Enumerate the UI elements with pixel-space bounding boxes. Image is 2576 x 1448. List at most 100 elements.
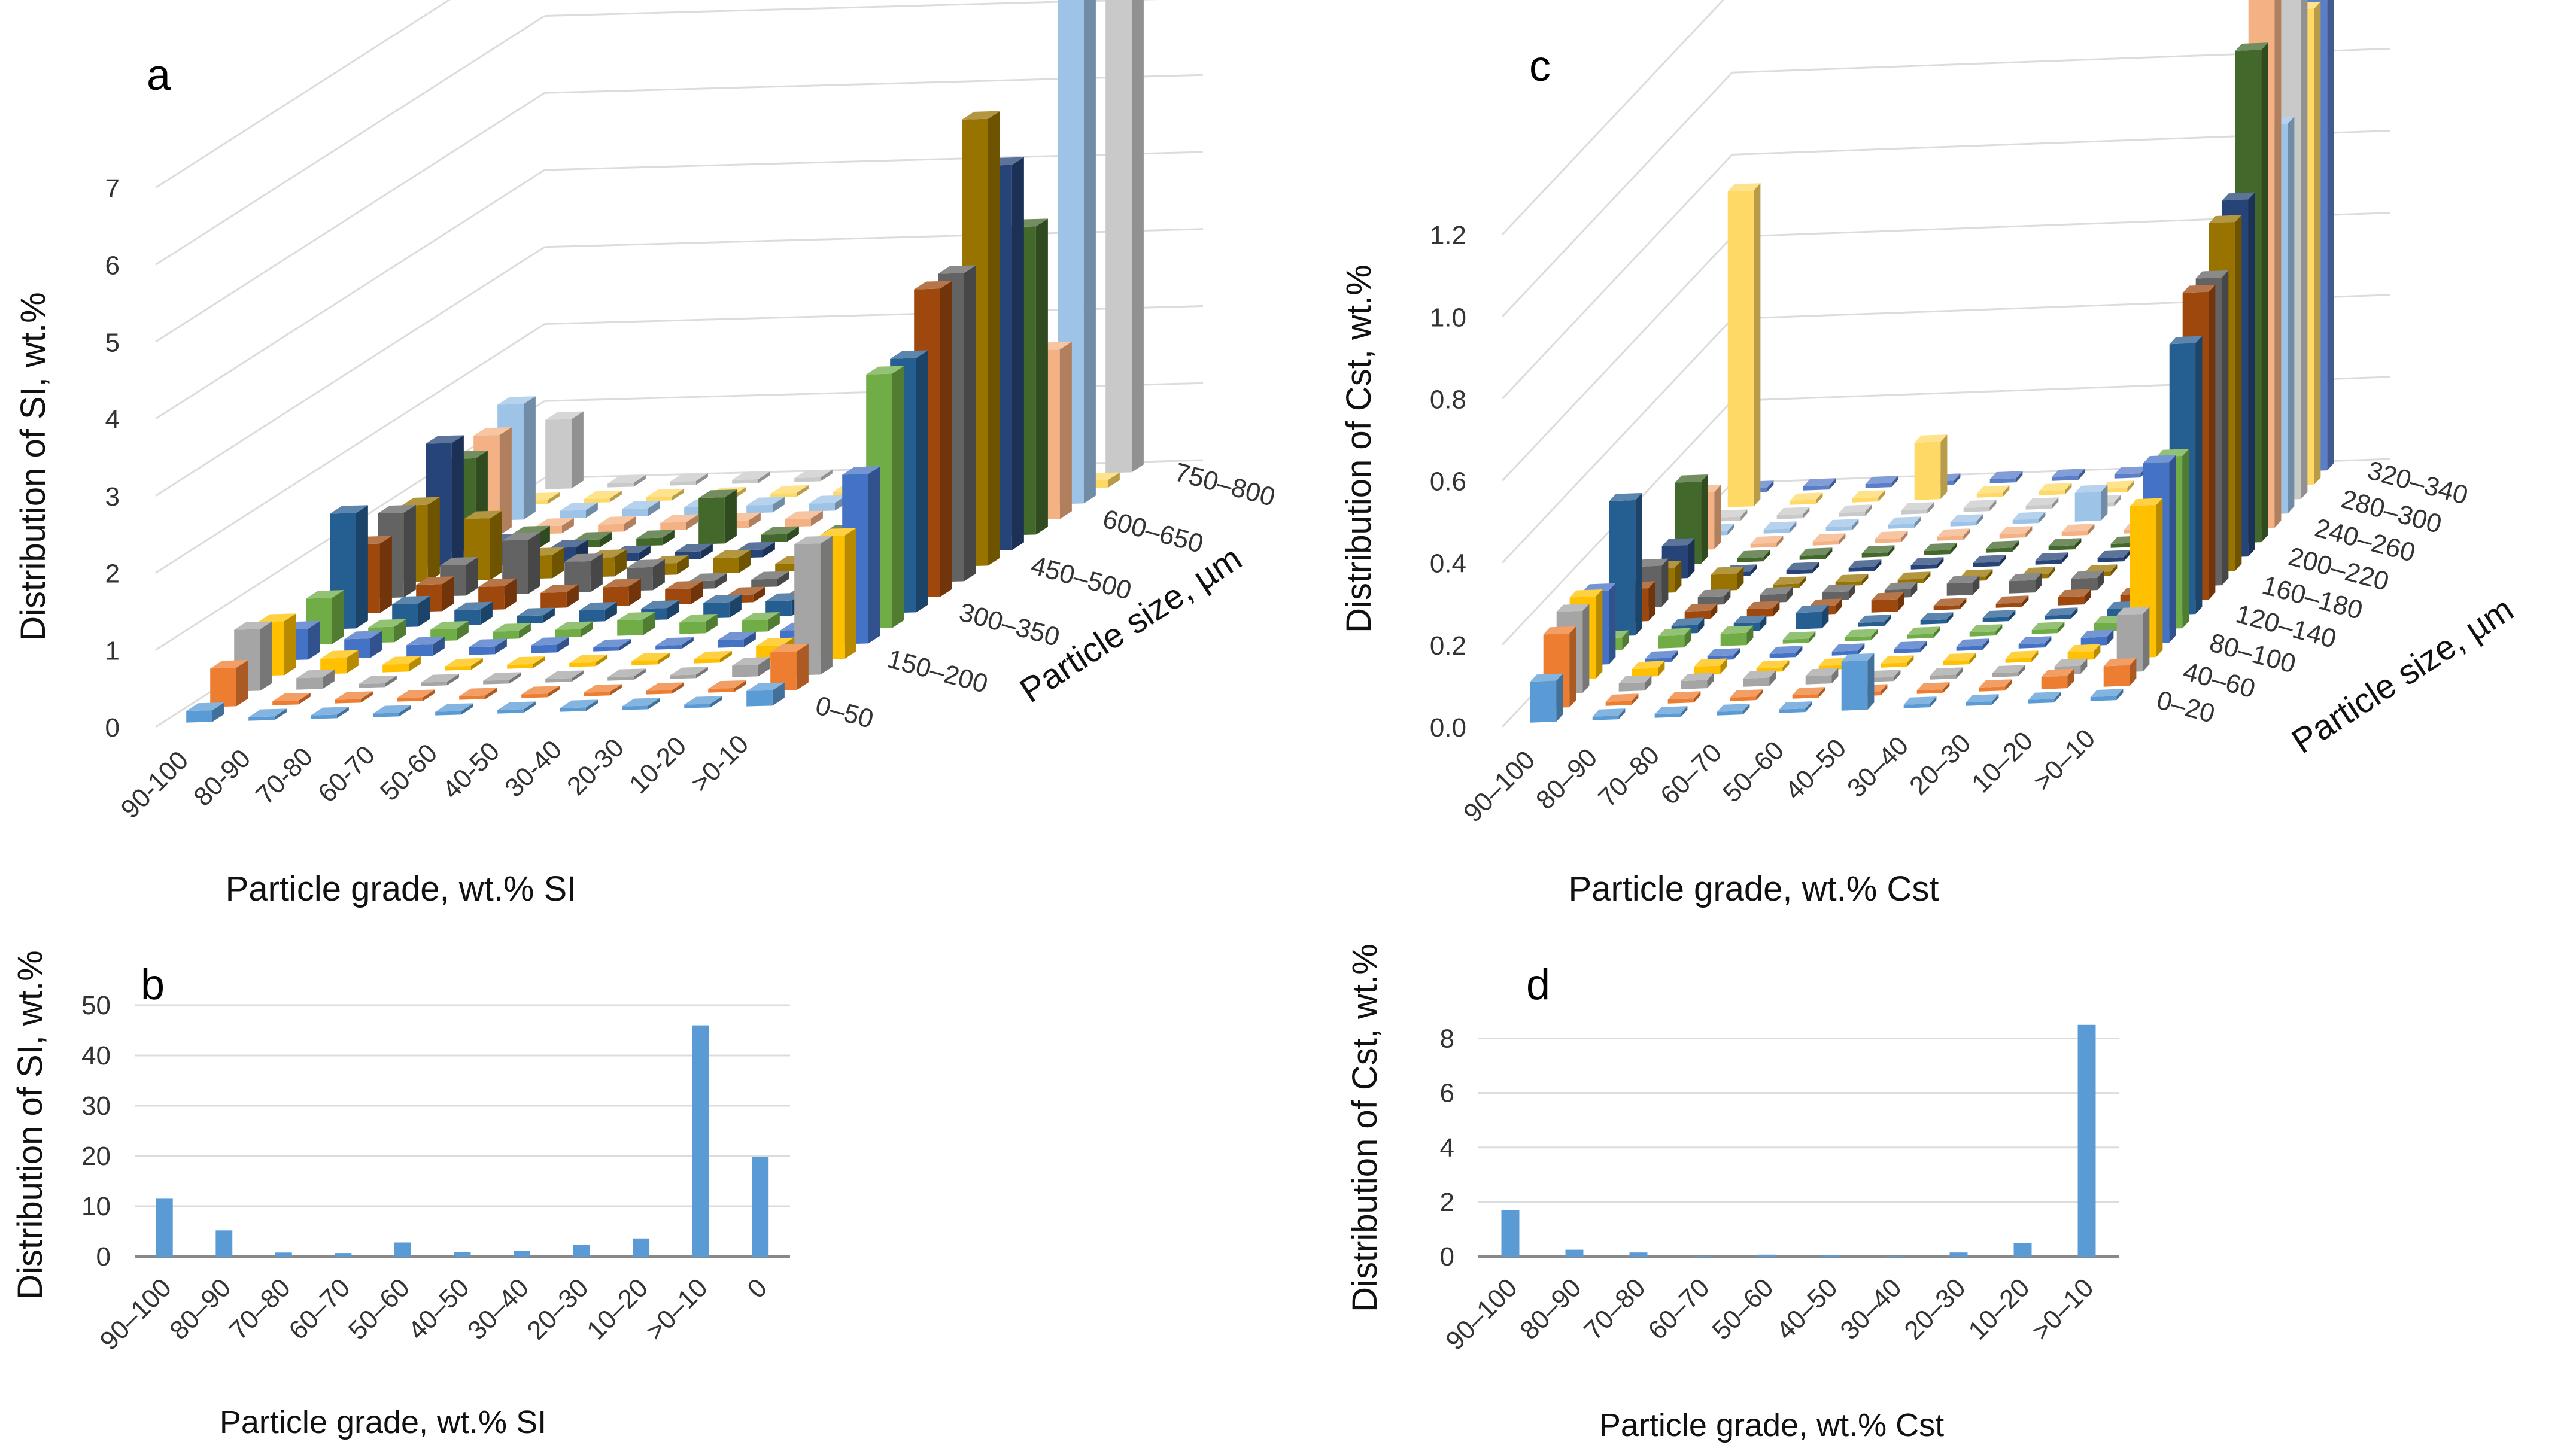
bar-a-s11-x4 <box>698 489 737 544</box>
bar-c-s2-x2 <box>1681 673 1714 689</box>
bar-a-s0-x8 <box>684 696 722 708</box>
bar-a-s5-x7 <box>742 612 780 632</box>
bar-c-s4-x4 <box>1831 643 1865 656</box>
x-tick-label: >0-10 <box>685 729 754 798</box>
gridline <box>544 151 1204 171</box>
y-axis-title: Distribution of Cst, wt.% <box>1339 264 1378 633</box>
bar-a-s1-x3 <box>397 689 435 702</box>
bar-b-1 <box>215 1230 233 1257</box>
bar-a-s15-x2 <box>670 473 708 486</box>
bar-a-s0-x7 <box>622 698 660 710</box>
bar-c-s5-x6 <box>1969 624 2003 637</box>
y-tick-label: 2 <box>105 559 120 589</box>
bar-c-s12-x2 <box>1812 533 1846 546</box>
x-tick-label: 20–30 <box>521 1273 594 1345</box>
bar-a-s0-x9 <box>746 682 785 707</box>
bar-a-s11-x3 <box>636 530 675 546</box>
y-tick-label: 0.4 <box>1430 549 1466 579</box>
bar-b-0 <box>156 1198 173 1257</box>
x-tick-label: 30–40 <box>1842 731 1914 803</box>
bar-a-s1-x1 <box>272 692 311 705</box>
x-tick-label: 10–20 <box>1966 726 2039 798</box>
bar-b-3 <box>335 1253 352 1257</box>
bar-a-s1-x2 <box>335 691 373 704</box>
bar-a-s8-x3 <box>564 553 603 593</box>
bar-c-s7-x7 <box>2058 589 2091 606</box>
wall-gridline <box>155 15 545 266</box>
bar-a-s4-x6 <box>655 637 694 650</box>
bar-c-s16-x4 <box>1989 471 2023 483</box>
y-tick-label: 2 <box>1440 1188 1454 1217</box>
bar-c-s0-x2 <box>1654 706 1688 718</box>
bar-a-s4-x3 <box>469 638 507 655</box>
bar-c-s6-x3 <box>1796 604 1829 629</box>
bar-c-s9-x1 <box>1711 566 1744 591</box>
x-tick-label: 50-60 <box>375 738 443 807</box>
y-tick-label: 0 <box>105 713 120 743</box>
y-tick-label: 6 <box>1440 1079 1454 1108</box>
bar-b-7 <box>573 1245 590 1257</box>
depth-tick-label: 0–50 <box>812 690 876 734</box>
bar-a-s0-x2 <box>311 707 349 719</box>
bar-a-s4-x4 <box>531 637 569 653</box>
bar-c-s10-x4 <box>1910 557 1944 570</box>
wall-gridline <box>155 323 545 574</box>
y-tick-label: 0.8 <box>1430 385 1466 414</box>
x-tick-label: 40–50 <box>402 1273 475 1345</box>
bar-c-s11-x2 <box>1799 547 1833 560</box>
bar-c-s5-x5 <box>1907 626 1940 639</box>
bar-a-s5-x5 <box>617 612 655 636</box>
bar-a-s0-x4 <box>435 703 473 716</box>
bar-c-s4-x7 <box>2018 636 2052 649</box>
bar-a-s14-x2 <box>646 488 684 501</box>
bar-d-0 <box>1501 1210 1520 1257</box>
bar-c-s8-x2 <box>1760 586 1793 603</box>
bar-c-s16-x1 <box>1803 478 1836 491</box>
x-tick-label: 80-90 <box>188 744 256 812</box>
bar-c-s9-x3 <box>1835 574 1869 586</box>
x-tick-label: 40–50 <box>1779 733 1852 805</box>
y-tick-label: 1 <box>105 636 120 665</box>
bar-a-s1-x7 <box>646 682 684 695</box>
y-axis-title: Distribution of SI, wt.% <box>14 292 53 641</box>
wall-gridline <box>1501 0 1725 236</box>
bar-a-s7-x4 <box>603 579 641 607</box>
x-tick-label: 10–20 <box>1963 1273 2035 1345</box>
y-tick-label: 20 <box>81 1142 111 1171</box>
bar-a-s0-x3 <box>373 705 411 717</box>
chart-b: 0 10 20 30 40 50 90–10080–9070–8060–7050–6040–… <box>11 950 790 1440</box>
bar-c-s10-x3 <box>1848 559 1882 572</box>
bar-c-s14-x4 <box>1963 500 1997 512</box>
y-tick-label: 40 <box>81 1041 111 1070</box>
x-tick-label: 90–100 <box>1440 1273 1523 1355</box>
bar-c-s7-x5 <box>1933 598 1967 610</box>
y-tick-label: 5 <box>105 328 120 357</box>
bar-c-s0-x1 <box>1592 708 1626 720</box>
bar-a-s4-x5 <box>593 638 631 652</box>
bar-d-3 <box>1693 1256 1712 1257</box>
y-tick-label: 0 <box>1440 1242 1454 1271</box>
x-tick-label: 60–70 <box>283 1273 356 1345</box>
bar-c-s1-x9 <box>2103 658 2137 687</box>
x-tick-label: 50–60 <box>343 1273 415 1345</box>
bar-a-s3-x6 <box>631 652 670 665</box>
bar-a-s15-x9 <box>1105 0 1144 473</box>
bar-a-s2-x8 <box>732 657 770 677</box>
x-tick-label: 0 <box>742 1273 773 1304</box>
bar-c-s4-x5 <box>1894 641 1927 653</box>
bar-b-2 <box>275 1252 292 1257</box>
bar-a-s5-x6 <box>679 614 718 634</box>
wall-gridline <box>1501 154 1733 400</box>
bar-c-s4-x8 <box>2080 629 2114 646</box>
bar-a-s2-x1 <box>296 670 335 690</box>
y-tick-label: 1.2 <box>1430 221 1466 250</box>
gridline <box>544 74 1204 94</box>
bar-a-s3-x2 <box>382 656 421 673</box>
bar-c-s0-x0 <box>1530 673 1563 723</box>
bar-c-s12-x6 <box>2061 524 2095 536</box>
bar-c-s0-x8 <box>2028 692 2061 704</box>
bar-c-s14-x1 <box>1776 507 1810 519</box>
bar-c-s10-x6 <box>2035 552 2068 565</box>
bar-a-s2-x2 <box>359 675 397 688</box>
bar-a-s15-x0 <box>545 411 584 489</box>
